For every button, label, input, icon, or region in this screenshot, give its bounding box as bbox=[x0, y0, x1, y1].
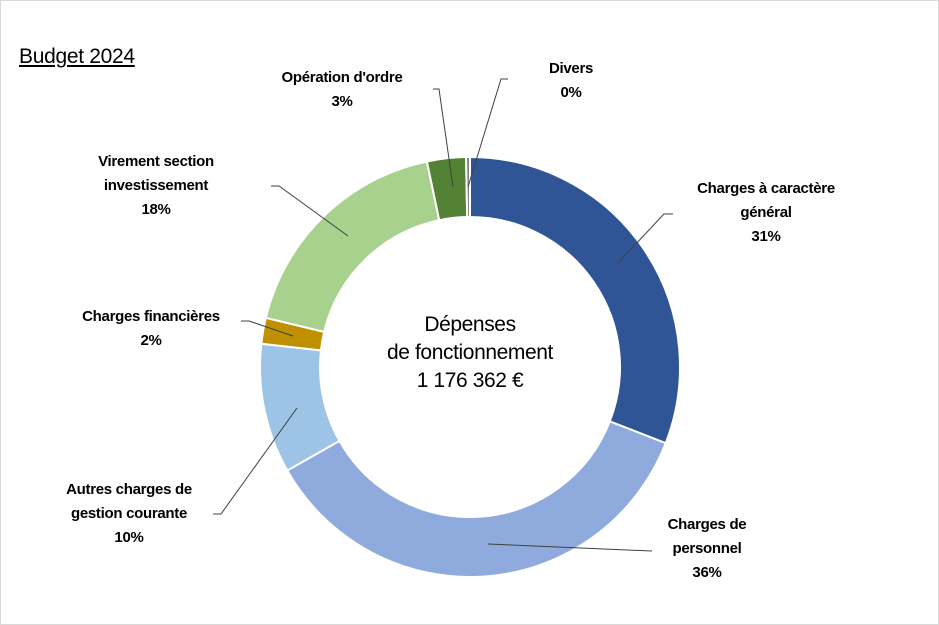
donut-slice-charges-de-personnel bbox=[285, 420, 667, 578]
leader-line-virement bbox=[271, 185, 349, 237]
leader-line-autres bbox=[213, 407, 298, 515]
leader-line-divers bbox=[467, 78, 508, 188]
label-text: Autres charges de bbox=[66, 481, 192, 498]
label-autres-charges: Autres charges de gestion courante 10% bbox=[66, 478, 192, 550]
label-pct: 0% bbox=[560, 84, 582, 101]
label-text: personnel bbox=[672, 540, 742, 557]
label-divers: Divers 0% bbox=[549, 57, 593, 105]
label-text: Opération d'ordre bbox=[281, 69, 403, 86]
label-operation-ordre: Opération d'ordre 3% bbox=[282, 66, 403, 114]
label-text: général bbox=[740, 204, 792, 221]
label-text: gestion courante bbox=[70, 505, 188, 522]
label-pct: 10% bbox=[114, 529, 144, 546]
center-line-1: Dépenses bbox=[424, 313, 516, 336]
label-pct: 2% bbox=[140, 332, 162, 349]
label-charges-caractere-general: Charges à caractère général 31% bbox=[697, 177, 835, 249]
donut-slice-charges-a-caractere-general bbox=[469, 155, 681, 445]
label-text: Charges financières bbox=[82, 308, 220, 325]
label-text: Divers bbox=[548, 60, 594, 77]
donut-slice-divers bbox=[465, 155, 471, 219]
label-text: Charges de bbox=[667, 516, 747, 533]
donut-center-text: Dépenses de fonctionnement 1 176 362 € bbox=[387, 311, 553, 395]
label-text: investissement bbox=[103, 177, 209, 194]
label-pct: 18% bbox=[141, 201, 171, 218]
leader-line-financieres bbox=[241, 320, 294, 337]
center-line-2: de fonctionnement bbox=[387, 341, 553, 364]
label-text: Charges à caractère bbox=[697, 180, 835, 197]
donut-slice-virement-section-investissement bbox=[264, 160, 441, 334]
label-virement-section: Virement section investissement 18% bbox=[98, 150, 214, 222]
label-pct: 31% bbox=[751, 228, 781, 245]
leader-line-caractere bbox=[617, 213, 673, 264]
label-charges-personnel: Charges de personnel 36% bbox=[668, 513, 747, 585]
leader-line-operation-ordre bbox=[433, 88, 454, 188]
center-total: 1 176 362 € bbox=[416, 369, 524, 392]
label-pct: 3% bbox=[331, 93, 353, 110]
chart-title: Budget 2024 bbox=[19, 45, 135, 68]
label-charges-financieres: Charges financières 2% bbox=[82, 305, 220, 353]
label-pct: 36% bbox=[692, 564, 722, 581]
leader-line-personnel bbox=[487, 543, 653, 552]
label-text: Virement section bbox=[98, 153, 214, 170]
